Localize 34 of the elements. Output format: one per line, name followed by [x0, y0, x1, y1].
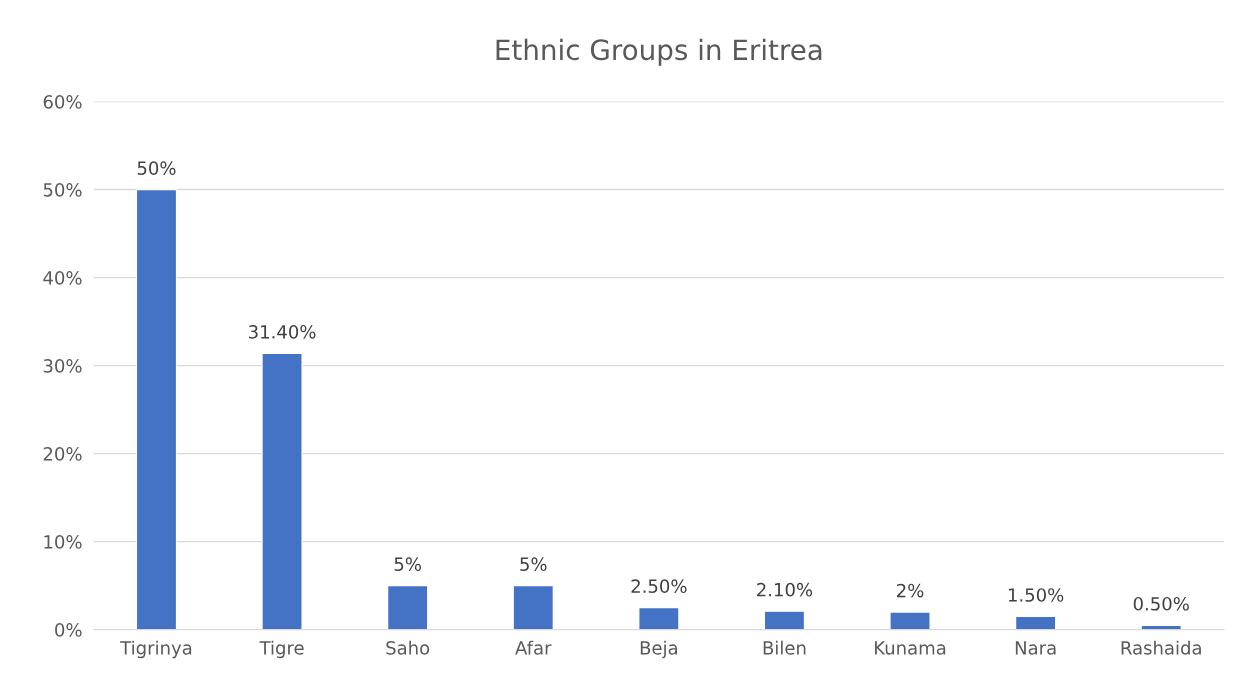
- data-label: 50%: [137, 161, 176, 175]
- bar: [135, 188, 178, 630]
- bar: [889, 611, 931, 630]
- y-tick-label: 30%: [43, 359, 82, 373]
- bar: [261, 352, 303, 630]
- y-tick-label: 50%: [43, 183, 82, 197]
- bar: [638, 606, 680, 630]
- data-label: 5%: [520, 557, 547, 571]
- x-tick-label: Rashaida: [1121, 640, 1201, 655]
- bar: [1014, 615, 1057, 630]
- y-tick-label: 0%: [55, 623, 82, 637]
- x-tick-label: Kunama: [875, 641, 946, 655]
- data-label: 2.50%: [631, 579, 687, 593]
- x-tick-label: Tigre: [259, 640, 304, 659]
- x-tick-label: Beja: [640, 640, 677, 659]
- x-tick-label: Tigrinya: [120, 640, 192, 659]
- y-tick-label: 20%: [43, 447, 82, 461]
- x-tick-label: Afar: [515, 640, 552, 655]
- bar: [386, 584, 429, 630]
- x-tick-label: Nara: [1015, 641, 1056, 655]
- data-label: 5%: [394, 557, 421, 571]
- y-tick-label: 40%: [43, 271, 82, 285]
- bar: [763, 610, 806, 630]
- y-tick-label: 10%: [44, 535, 82, 549]
- data-label: 31.40%: [249, 324, 316, 339]
- x-tick-label: Saho: [386, 640, 430, 655]
- data-label: 2%: [897, 583, 924, 598]
- x-tick-label: Bilen: [763, 640, 806, 655]
- bar: [512, 584, 555, 630]
- data-label: 2.10%: [757, 582, 813, 597]
- data-label: 1.50%: [1008, 588, 1064, 602]
- chart-title: Ethnic Groups in Eritrea: [496, 38, 822, 66]
- y-tick-label: 60%: [43, 95, 82, 109]
- data-label: 0.50%: [1133, 596, 1189, 611]
